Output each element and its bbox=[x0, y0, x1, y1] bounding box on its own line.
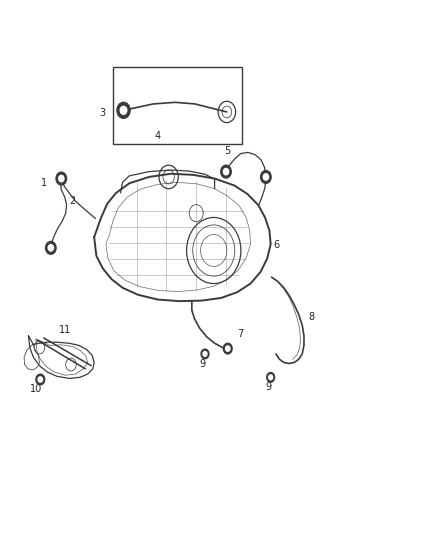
Text: 1: 1 bbox=[41, 179, 47, 188]
Circle shape bbox=[267, 373, 275, 382]
Circle shape bbox=[48, 245, 53, 251]
Text: 7: 7 bbox=[237, 329, 243, 338]
Text: 4: 4 bbox=[155, 132, 161, 141]
Circle shape bbox=[46, 241, 56, 254]
Circle shape bbox=[223, 343, 232, 354]
Circle shape bbox=[203, 352, 207, 357]
Text: 9: 9 bbox=[265, 382, 271, 392]
Text: 6: 6 bbox=[273, 240, 279, 250]
Text: 3: 3 bbox=[99, 108, 105, 118]
Text: 8: 8 bbox=[308, 312, 314, 321]
Text: 10: 10 bbox=[30, 384, 42, 394]
Circle shape bbox=[59, 175, 64, 182]
Text: 5: 5 bbox=[225, 147, 231, 156]
Circle shape bbox=[201, 349, 209, 359]
Circle shape bbox=[221, 165, 231, 178]
Circle shape bbox=[268, 375, 272, 379]
Circle shape bbox=[120, 106, 127, 114]
Circle shape bbox=[36, 374, 45, 385]
Circle shape bbox=[263, 174, 268, 180]
Bar bbox=[113, 67, 242, 144]
Circle shape bbox=[56, 172, 67, 185]
Circle shape bbox=[117, 102, 130, 118]
Circle shape bbox=[38, 377, 42, 382]
Text: 9: 9 bbox=[199, 359, 205, 368]
Circle shape bbox=[223, 168, 229, 175]
Circle shape bbox=[261, 171, 271, 183]
Text: 2: 2 bbox=[69, 197, 75, 206]
Circle shape bbox=[226, 346, 230, 351]
Text: 11: 11 bbox=[59, 326, 71, 335]
